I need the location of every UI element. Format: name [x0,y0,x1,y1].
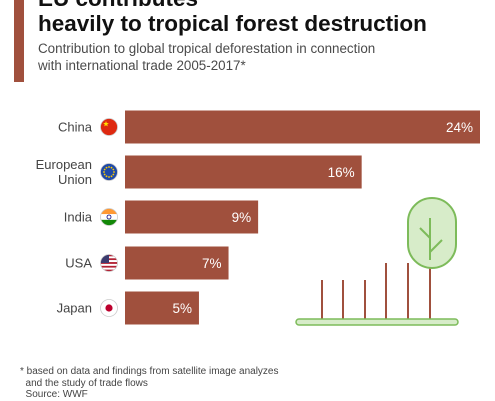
flag-star [113,171,115,173]
flag-border [100,163,118,181]
category-label: European [36,157,92,172]
bar [125,291,199,325]
flag-star [103,121,109,127]
flag-star [112,173,115,176]
flag-star [105,175,108,178]
bar-value-label: 5% [172,301,192,316]
india-flag-graphic [100,208,118,226]
bar [125,246,229,280]
subtitle-line-1: Contribution to global tropical deforest… [38,41,376,56]
bar-group-3: 7% USA [65,246,229,280]
category-label: China [58,120,93,135]
footnote-line-1: * based on data and findings from satell… [20,366,279,377]
flag-border [100,254,118,272]
flag-star [110,175,113,178]
flag-border [100,208,118,226]
flag-star [103,168,106,171]
category-label: India [64,210,93,225]
category-label: USA [65,256,92,271]
bar-value-label: 7% [202,256,222,271]
bar-value-label: 9% [232,210,252,225]
flag-border [100,118,118,136]
tree-icon [407,197,457,322]
flag-star [103,173,106,176]
category-label: Japan [57,301,92,316]
bar-group-2: 9% India [64,200,259,234]
flag-stripe [100,214,118,220]
bar [125,110,480,144]
bar-value-label: 16% [328,165,355,180]
flag-stripe [100,219,118,226]
category-label: Union [58,172,92,187]
japan-flag-icon [100,299,118,317]
ground-strip [295,318,459,326]
subtitle-line-2: with international trade 2005-2017* [38,58,246,73]
flag-wheel [106,214,112,220]
flag-border [100,299,118,317]
title-line-1: EU contributes [38,0,488,11]
tree-stumps [321,263,409,322]
flag-star [112,168,115,171]
flag-stripe [100,263,118,266]
eu-flag-icon [100,163,118,181]
japan-flag-graphic [100,299,118,317]
footnote-line-3: Source: WWF [20,389,88,400]
flag-star [108,176,110,178]
usa-flag-graphic [100,254,118,272]
india-flag-icon [100,208,118,226]
usa-flag-icon [100,254,118,272]
flag-star [105,166,108,169]
flag-stripe [100,208,118,215]
flag-stripe [100,267,118,270]
flag-sun [105,304,113,312]
tree-illustration [295,197,459,326]
flag-stripe [100,265,118,268]
flag-field [100,118,118,136]
page-title: EU contributes heavily to tropical fores… [38,0,488,36]
flag-stripe [100,269,118,272]
bar-group-0: 24% China [58,110,480,144]
chart-subtitle: Contribution to global tropical deforest… [38,40,488,74]
china-flag-graphic [100,118,118,136]
title-line-2: heavily to tropical forest destruction [38,11,427,36]
footnote-line-2: and the study of trade flows [20,377,148,389]
flag-star [110,166,113,169]
bar-group-4: 5% Japan [57,291,199,325]
bar [125,155,362,189]
flag-star [108,166,110,168]
bar [125,200,259,234]
flag-canton [100,254,109,263]
eu-flag-graphic [100,163,118,181]
flag-field [100,163,118,181]
accent-bar [14,0,24,82]
flag-star [103,171,105,173]
bar-value-label: 24% [446,120,473,135]
footnote: * based on data and findings from satell… [20,366,480,401]
china-flag-icon [100,118,118,136]
